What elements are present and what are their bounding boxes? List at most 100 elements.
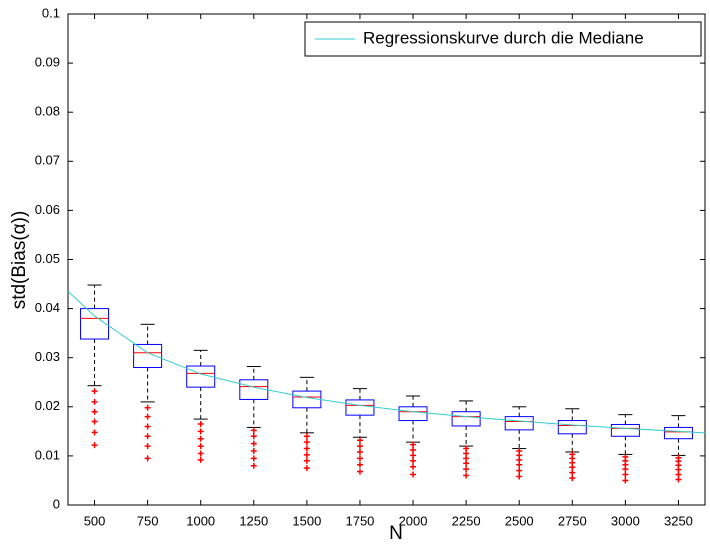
y-tick-label: 0.03 (35, 349, 60, 364)
outlier (463, 466, 470, 473)
outlier (410, 471, 417, 478)
box-group (504, 406, 534, 480)
box-group (133, 323, 163, 462)
outlier (410, 441, 417, 448)
box (345, 399, 375, 416)
outlier (197, 450, 204, 457)
y-tick-label: 0.1 (42, 5, 60, 20)
x-tick-label: 2000 (399, 513, 428, 528)
outlier (356, 437, 363, 444)
box (398, 406, 428, 422)
outlier (303, 445, 310, 452)
box (663, 426, 693, 440)
box (451, 411, 481, 427)
x-tick-label: 500 (84, 513, 106, 528)
outlier (250, 462, 257, 469)
outlier (569, 469, 576, 476)
box-group (451, 400, 481, 479)
outlier (622, 471, 629, 478)
outlier (91, 388, 98, 395)
box (80, 308, 110, 340)
outlier (516, 467, 523, 474)
box-group (610, 414, 640, 484)
legend-label: Regressionskurve durch die Mediane (363, 28, 644, 47)
outlier (197, 443, 204, 450)
x-tick-label: 1000 (186, 513, 215, 528)
outlier (410, 457, 417, 464)
outlier (303, 465, 310, 472)
outlier (91, 429, 98, 436)
outlier (197, 428, 204, 435)
outlier (410, 452, 417, 459)
outlier (197, 435, 204, 442)
y-tick-label: 0.09 (35, 55, 60, 70)
outlier (356, 455, 363, 462)
outlier (197, 420, 204, 427)
y-tick-label: 0.02 (35, 398, 60, 413)
y-tick-label: 0.07 (35, 153, 60, 168)
box (133, 343, 163, 369)
y-tick-label: 0.01 (35, 447, 60, 462)
x-tick-label: 750 (137, 513, 159, 528)
x-tick-label: 2750 (558, 513, 587, 528)
outlier (91, 408, 98, 415)
y-tick-label: 0.04 (35, 300, 60, 315)
outlier (250, 427, 257, 434)
plot-area (67, 13, 706, 506)
box (557, 420, 587, 435)
box-group (292, 376, 322, 472)
x-axis-label: N (389, 523, 403, 544)
outlier (144, 413, 151, 420)
x-tick-label: 3000 (611, 513, 640, 528)
outlier (303, 451, 310, 458)
box (610, 423, 640, 437)
outlier (197, 456, 204, 463)
legend: Regressionskurve durch die Mediane (304, 21, 702, 57)
y-tick-label: 0.05 (35, 251, 60, 266)
outlier (303, 433, 310, 440)
outlier (144, 423, 151, 430)
outlier (91, 442, 98, 449)
outlier (516, 461, 523, 468)
outlier (144, 443, 151, 450)
box-group (239, 366, 269, 469)
box (186, 365, 216, 388)
box-group (345, 388, 375, 475)
outlier (91, 418, 98, 425)
outlier (250, 433, 257, 440)
box-group (80, 284, 110, 449)
outlier (675, 476, 682, 483)
outlier (622, 466, 629, 473)
outlier (250, 447, 257, 454)
box-group (398, 395, 428, 478)
regression-curve (67, 291, 706, 434)
outlier (303, 439, 310, 446)
x-tick-label: 2500 (505, 513, 534, 528)
x-tick-label: 1250 (239, 513, 268, 528)
outlier (303, 457, 310, 464)
x-tick-label: 1500 (292, 513, 321, 528)
outlier (356, 443, 363, 450)
outlier (622, 477, 629, 484)
x-tick-label: 1750 (345, 513, 374, 528)
y-axis-label: std(Bias(α)) (9, 211, 30, 310)
outlier (410, 463, 417, 470)
outlier (516, 473, 523, 480)
outlier (91, 398, 98, 405)
y-tick-label: 0.06 (35, 202, 60, 217)
legend-box (304, 21, 702, 57)
outlier (463, 472, 470, 479)
outlier (569, 474, 576, 481)
outlier (356, 461, 363, 468)
outlier (410, 447, 417, 454)
x-tick-label: 3250 (664, 513, 693, 528)
outlier (250, 440, 257, 447)
y-tick-label: 0.08 (35, 104, 60, 119)
outlier (250, 455, 257, 462)
y-tick-label: 0 (53, 496, 60, 511)
outlier (463, 460, 470, 467)
outlier (569, 464, 576, 471)
outlier (144, 433, 151, 440)
box (504, 416, 534, 431)
